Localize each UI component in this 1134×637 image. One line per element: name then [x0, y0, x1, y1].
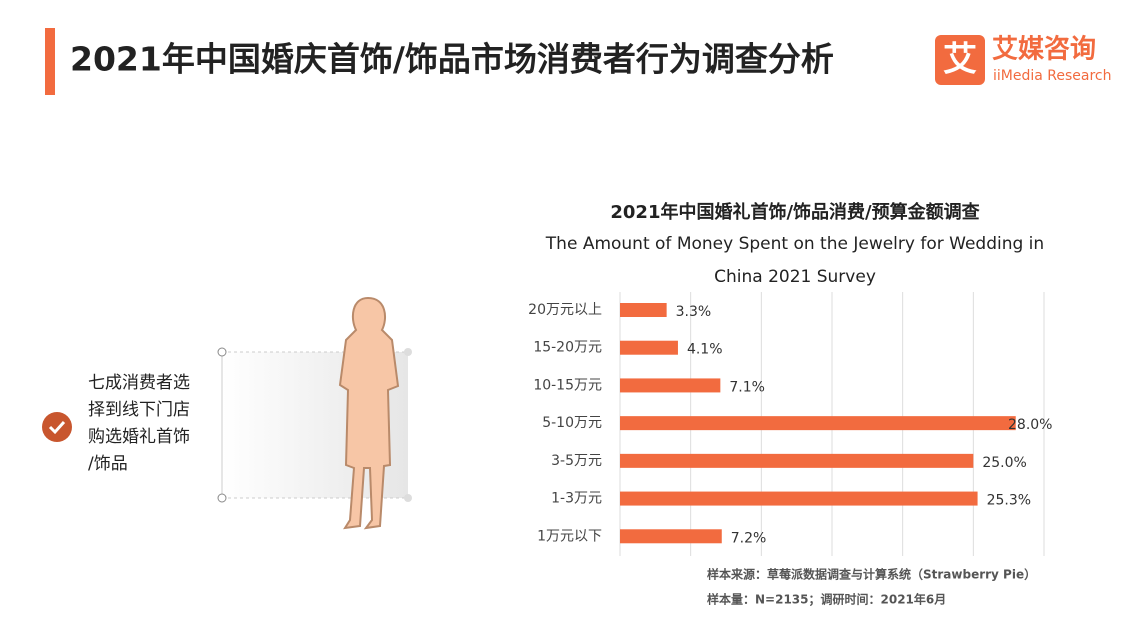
callout-dot [404, 494, 412, 502]
value-label: 7.2% [731, 530, 767, 546]
chart-title: 2021年中国婚礼首饰/饰品消费/预算金额调查 [610, 201, 979, 223]
callout-line-text: /饰品 [88, 454, 128, 474]
woman-figure [338, 296, 400, 530]
source-note: 样本来源：草莓派数据调查与计算系统（Strawberry Pie） [707, 567, 1036, 582]
callout-dot [217, 347, 227, 357]
value-label: 7.1% [729, 379, 765, 395]
callout-line-text: 七成消费者选 [88, 373, 190, 393]
category-label: 1-3万元 [551, 491, 602, 507]
callout-icon [42, 412, 72, 442]
bar [620, 416, 1016, 431]
callout-line-text: 择到线下门店 [88, 400, 190, 420]
value-label: 3.3% [676, 304, 712, 320]
sample-note: 样本量：N=2135；调研时间：2021年6月 [707, 592, 946, 607]
callout-line-text: 购选婚礼首饰 [88, 427, 190, 447]
category-label: 10-15万元 [533, 377, 602, 393]
callout-check [48, 420, 66, 435]
page-title: 2021年中国婚庆首饰/饰品市场消费者行为调查分析 [70, 40, 834, 79]
callout-dot [404, 348, 412, 356]
bar [620, 529, 722, 544]
bar [620, 340, 678, 355]
value-label: 4.1% [687, 342, 723, 358]
title-accent [45, 28, 55, 95]
bar [620, 453, 974, 468]
category-label: 20万元以上 [528, 302, 602, 318]
logo-en: iiMedia Research [993, 68, 1112, 84]
category-label: 3-5万元 [551, 453, 602, 469]
logo-box [935, 35, 985, 85]
category-label: 15-20万元 [533, 340, 602, 356]
bar [620, 303, 667, 317]
logo-icon: 艾 [943, 40, 977, 80]
callout-dot [217, 493, 227, 503]
category-label: 1万元以下 [537, 528, 602, 544]
bar [620, 491, 978, 506]
logo-cn: 艾媒咨询 [992, 34, 1096, 65]
chart-subtitle: The Amount of Money Spent on the Jewelry… [545, 234, 1044, 254]
chart-subtitle: China 2021 Survey [714, 267, 876, 287]
value-label: 28.0% [1008, 417, 1052, 433]
value-label: 25.3% [987, 493, 1031, 509]
value-label: 25.0% [982, 455, 1026, 471]
category-label: 5-10万元 [542, 415, 602, 431]
bar [620, 378, 721, 393]
